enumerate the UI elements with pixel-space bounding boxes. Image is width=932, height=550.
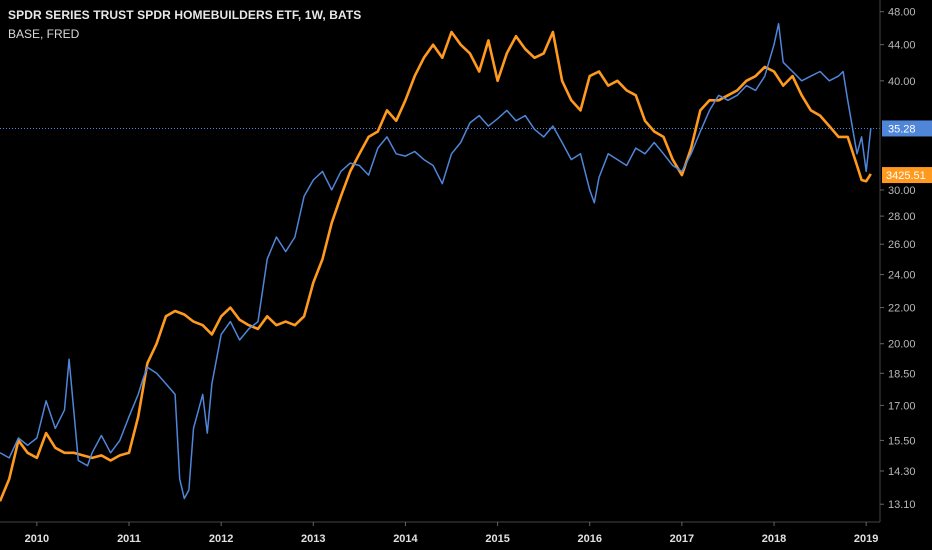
time-tick-label: 2018 [762, 533, 786, 545]
current-price-badge: 35.28 [882, 120, 932, 137]
homebuilders-etf-series-line [0, 22, 872, 500]
price-tick-label: 40.00 [888, 76, 916, 88]
price-tick-label: 48.00 [888, 7, 916, 19]
base-fred-series-line [0, 30, 872, 502]
time-tick-label: 2013 [301, 533, 325, 545]
time-tick-label: 2019 [854, 533, 878, 545]
time-tick-label: 2017 [670, 533, 694, 545]
price-tick-label: 18.50 [888, 368, 916, 380]
price-tick-label: 15.50 [888, 435, 916, 447]
base-value-badge: 3425.51 [882, 167, 932, 184]
price-tick-label: 17.00 [888, 400, 916, 412]
time-tick-label: 2014 [393, 533, 418, 545]
chart-title: SPDR SERIES TRUST SPDR HOMEBUILDERS ETF,… [8, 8, 362, 22]
time-tick-label: 2011 [117, 533, 141, 545]
base-value-label: 3425.51 [886, 170, 926, 182]
time-tick-label: 2010 [25, 533, 49, 545]
time-tick-label: 2016 [577, 533, 601, 545]
price-tick-label: 30.00 [888, 185, 916, 197]
price-tick-label: 14.30 [888, 466, 916, 478]
price-tick-label: 24.00 [888, 270, 916, 282]
current-price-label: 35.28 [888, 123, 916, 135]
price-tick-label: 26.00 [888, 239, 916, 251]
price-tick-label: 28.00 [888, 211, 916, 223]
price-tick-label: 13.10 [888, 499, 916, 511]
chart-subtitle: BASE, FRED [8, 27, 80, 41]
price-tick-label: 44.00 [888, 40, 916, 52]
price-axis[interactable]: 13.10 14.30 15.50 17.00 18.50 20.00 22.00 24.00… [879, 0, 932, 522]
time-tick-label: 2012 [209, 533, 233, 545]
time-tick-label: 2015 [485, 533, 509, 545]
time-axis[interactable]: 2010 2011 2012 2013 2014 2015 2016 2017 2018 2019 [0, 521, 880, 545]
price-tick-label: 20.00 [888, 339, 916, 351]
price-tick-label: 22.00 [888, 303, 916, 315]
plot-area[interactable] [0, 22, 880, 502]
